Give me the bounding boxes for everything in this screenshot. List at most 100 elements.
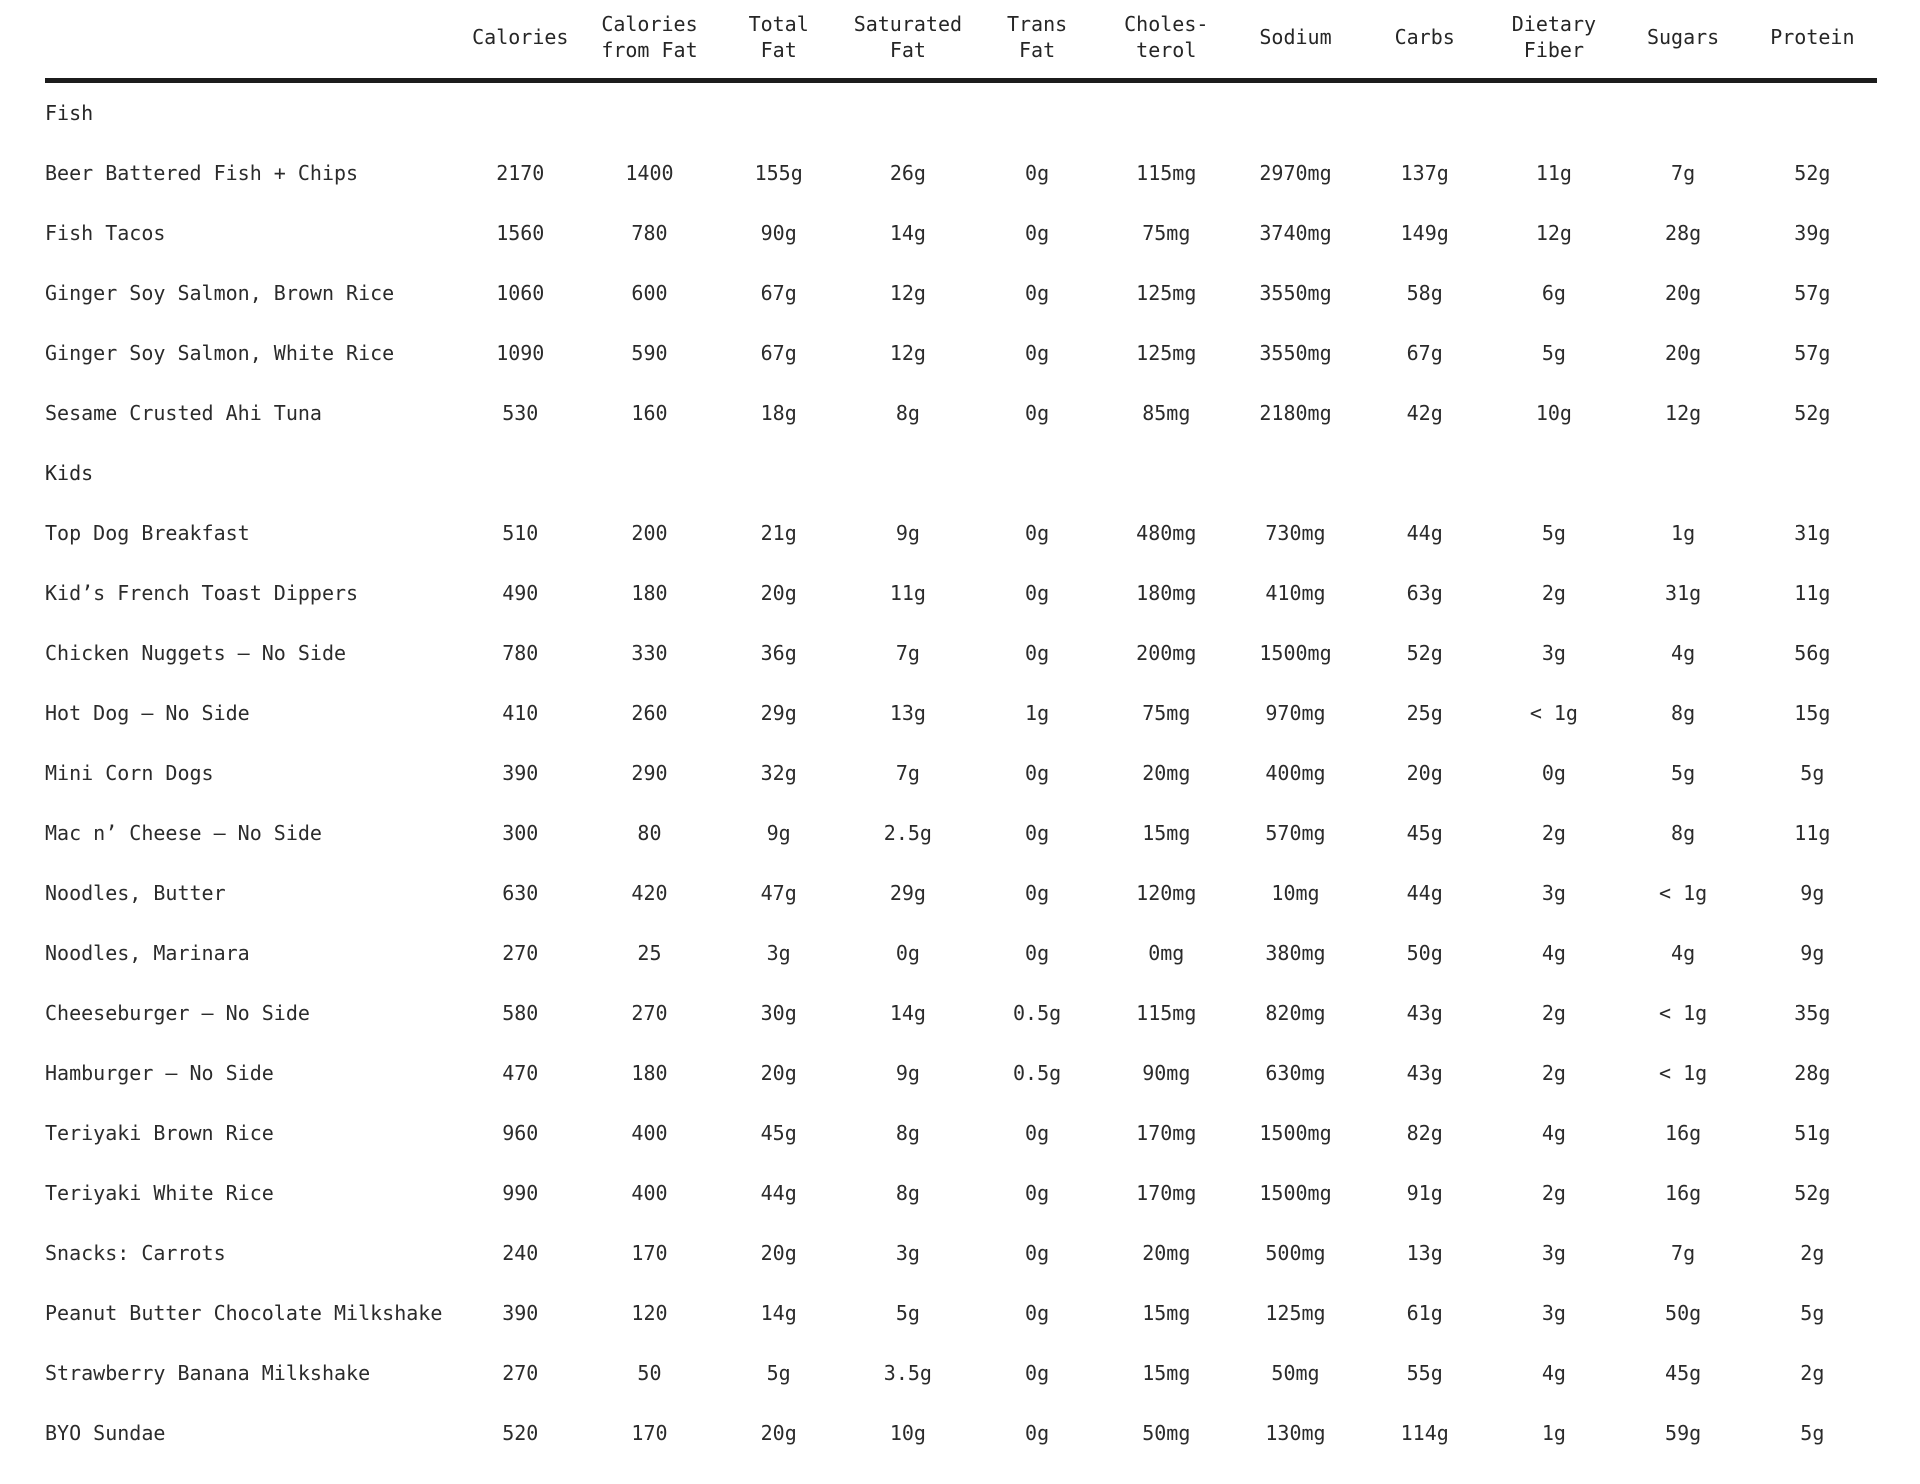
table-row: Sesame Crusted Ahi Tuna 530 160 18g 8g 0g 85mg… [45,383,1877,443]
value-cell: 330 [631,641,668,665]
item-name-cell: Kid’s French Toast Dippers [45,581,359,605]
value-cell: 0g [1541,761,1566,785]
value-cell: 5g [1800,1421,1825,1445]
value-cell: 170 [631,1421,668,1445]
value-cell: 20g [760,1061,797,1085]
table-header: Calories Calories from Fat Total Fat Satura… [45,0,1877,83]
value-cell: 16g [1665,1121,1702,1145]
value-cell: 4g [1541,1121,1566,1145]
value-cell: 5g [1800,1301,1825,1325]
column-header: Dietary Fiber [1489,0,1619,83]
value-cell: 170mg [1136,1121,1197,1145]
value-cell: 0g [1025,1421,1050,1445]
value-cell: 2g [1541,581,1566,605]
value-cell: 67g [760,341,797,365]
value-cell: 4g [1671,941,1696,965]
value-cell: 2g [1541,1001,1566,1025]
value-cell: 14g [889,221,926,245]
value-cell: 120 [631,1301,668,1325]
value-cell: 55g [1406,1361,1443,1385]
value-cell: 31g [1665,581,1702,605]
value-cell: 9g [1800,881,1825,905]
value-cell: 8g [895,401,920,425]
value-cell: 9g [895,521,920,545]
value-cell: 1500mg [1259,641,1332,665]
table-row: Ginger Soy Salmon, Brown Rice 1060 600 67g 1… [45,263,1877,323]
value-cell: 15mg [1142,1361,1191,1385]
value-cell: 1500mg [1259,1181,1332,1205]
table-row: Noodles, Butter 630 420 47g 29g 0g 120mg 10mg 44… [45,863,1877,923]
value-cell: 400 [631,1121,668,1145]
item-name-cell: Beer Battered Fish + Chips [45,161,359,185]
value-cell: 510 [502,521,539,545]
value-cell: < 1g [1659,881,1708,905]
value-cell: 8g [1671,701,1696,725]
value-cell: 270 [631,1001,668,1025]
value-cell: 15mg [1142,821,1191,845]
value-cell: 52g [1794,161,1831,185]
value-cell: 13g [1406,1241,1443,1265]
value-cell: 1g [1541,1421,1566,1445]
item-name-cell: Top Dog Breakfast [45,521,250,545]
section-title: Fish [45,101,94,125]
value-cell: 780 [502,641,539,665]
value-cell: 200mg [1136,641,1197,665]
value-cell: 14g [889,1001,926,1025]
table-row: Fish Tacos 1560 780 90g 14g 0g 75mg 3740mg 149g 1… [45,203,1877,263]
item-name-cell: Fish Tacos [45,221,166,245]
value-cell: 380mg [1265,941,1326,965]
value-cell: 410 [502,701,539,725]
value-cell: 0g [1025,1241,1050,1265]
value-cell: 59g [1665,1421,1702,1445]
value-cell: 1g [1671,521,1696,545]
value-cell: 0g [1025,581,1050,605]
section-row: Kids [45,443,1877,503]
value-cell: 2g [1541,1181,1566,1205]
value-cell: 600 [631,281,668,305]
value-cell: 520 [502,1421,539,1445]
value-cell: 400 [631,1181,668,1205]
value-cell: 82g [1406,1121,1443,1145]
value-cell: 270 [502,941,539,965]
value-cell: 0g [1025,941,1050,965]
value-cell: 410mg [1265,581,1326,605]
item-name-cell: Cheeseburger – No Side [45,1001,310,1025]
value-cell: 2180mg [1259,401,1332,425]
value-cell: 2g [1800,1361,1825,1385]
value-cell: 3g [766,941,791,965]
value-cell: 590 [631,341,668,365]
value-cell: 630 [502,881,539,905]
value-cell: 56g [1794,641,1831,665]
value-cell: 125mg [1136,341,1197,365]
value-cell: 114g [1400,1421,1449,1445]
item-name-cell: Peanut Butter Chocolate Milkshake [45,1301,443,1325]
value-cell: 44g [1406,521,1443,545]
item-name-cell: Snacks: Carrots [45,1241,226,1265]
section-row: Fish [45,81,1877,144]
value-cell: 470 [502,1061,539,1085]
value-cell: 35g [1794,1001,1831,1025]
value-cell: 61g [1406,1301,1443,1325]
value-cell: 15mg [1142,1301,1191,1325]
value-cell: 8g [895,1181,920,1205]
item-name-cell: Ginger Soy Salmon, White Rice [45,341,395,365]
value-cell: 11g [1535,161,1572,185]
value-cell: 990 [502,1181,539,1205]
value-cell: 0g [1025,881,1050,905]
value-cell: 180mg [1136,581,1197,605]
value-cell: 0g [1025,1181,1050,1205]
value-cell: 0g [1025,1121,1050,1145]
table-row: Cheeseburger – No Side 580 270 30g 14g 0.5g 11… [45,983,1877,1043]
value-cell: 11g [1794,821,1831,845]
value-cell: 20g [1665,281,1702,305]
value-cell: 2.5g [883,821,932,845]
value-cell: 67g [760,281,797,305]
value-cell: 67g [1406,341,1443,365]
value-cell: 52g [1794,401,1831,425]
value-cell: 290 [631,761,668,785]
value-cell: 580 [502,1001,539,1025]
value-cell: 75mg [1142,701,1191,725]
table-row: Mini Corn Dogs 390 290 32g 7g 0g 20mg 400mg 20g 0… [45,743,1877,803]
table-body: Fish Beer Battered Fish + Chips 2170 1400 15… [45,81,1877,1464]
value-cell: 14g [760,1301,797,1325]
